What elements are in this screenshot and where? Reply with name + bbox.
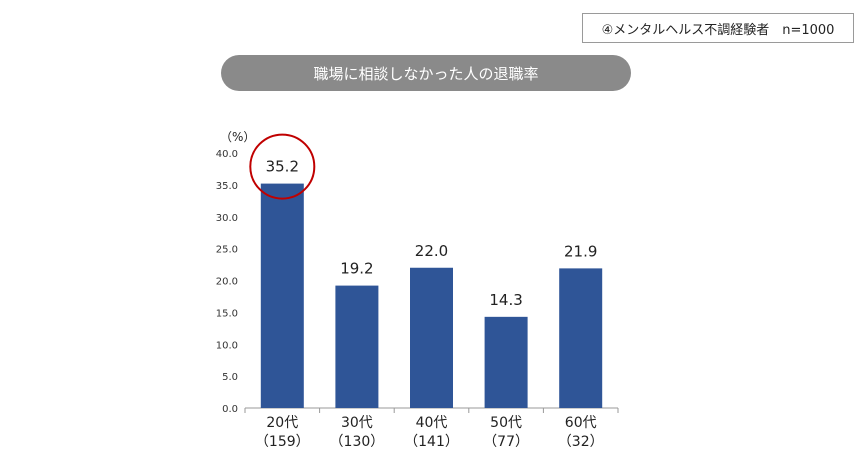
y-tick-label: 25.0 [216, 245, 238, 256]
y-axis-unit: （%） [220, 130, 256, 144]
value-label: 14.3 [489, 291, 522, 309]
sample-size-label: （141） [404, 434, 459, 450]
y-tick-label: 30.0 [216, 213, 238, 224]
category-label: 30代 [341, 415, 373, 431]
sample-size-label: （32） [558, 434, 604, 450]
y-tick-label: 40.0 [216, 149, 238, 160]
sample-size-label: （159） [255, 434, 310, 450]
bar-2 [410, 267, 453, 408]
chart-title-text: 職場に相談しなかった人の退職率 [313, 64, 539, 83]
value-label: 22.0 [415, 242, 448, 260]
bar-3 [484, 316, 528, 408]
chart-title: 職場に相談しなかった人の退職率 [221, 55, 631, 91]
highlight-circle [249, 133, 316, 200]
category-label: 40代 [416, 415, 448, 431]
y-tick-label: 20.0 [216, 277, 238, 288]
sample-note: ④メンタルヘルス不調経験者 n=1000 [601, 22, 835, 38]
y-tick-label: 35.0 [216, 181, 238, 192]
bar-1 [335, 285, 379, 408]
value-label: 21.9 [564, 242, 597, 260]
category-label: 50代 [490, 415, 522, 431]
sample-size-label: （77） [483, 434, 529, 450]
category-label: 20代 [266, 415, 298, 431]
sample-note-box: ④メンタルヘルス不調経験者 n=1000 [582, 13, 854, 43]
y-tick-label: 0.0 [222, 404, 238, 415]
y-tick-label: 5.0 [222, 372, 238, 383]
bar-4 [559, 268, 603, 408]
value-label: 35.2 [266, 158, 299, 176]
bar-0 [260, 183, 304, 408]
y-tick-label: 15.0 [216, 308, 238, 319]
y-tick-label: 10.0 [216, 340, 238, 351]
category-label: 60代 [565, 415, 597, 431]
sample-size-label: （130） [330, 434, 385, 450]
value-label: 19.2 [340, 260, 373, 278]
